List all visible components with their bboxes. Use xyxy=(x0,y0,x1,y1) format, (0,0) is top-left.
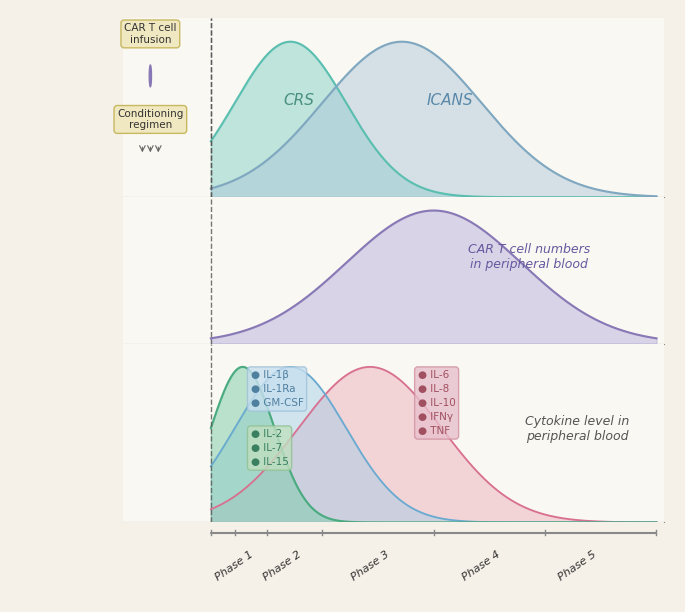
Text: Phase 3: Phase 3 xyxy=(349,549,391,582)
Text: Conditioning
regimen: Conditioning regimen xyxy=(117,109,184,130)
Text: ● IL-2
● IL-7
● IL-15: ● IL-2 ● IL-7 ● IL-15 xyxy=(251,429,288,467)
Text: ICANS: ICANS xyxy=(426,93,473,108)
Text: Day –5 –4 –3: Day –5 –4 –3 xyxy=(136,544,206,554)
Text: CAR T cell
infusion: CAR T cell infusion xyxy=(124,23,177,45)
Text: Phase 5: Phase 5 xyxy=(556,549,598,582)
Text: Phase 1: Phase 1 xyxy=(214,549,256,582)
Text: Day –5 –4 –3: Day –5 –4 –3 xyxy=(136,216,206,226)
Text: Phase 4: Phase 4 xyxy=(460,549,502,582)
Text: Phase 2: Phase 2 xyxy=(262,549,303,582)
Text: ● IL-6
● IL-8
● IL-10
● IFNγ
● TNF: ● IL-6 ● IL-8 ● IL-10 ● IFNγ ● TNF xyxy=(418,370,456,436)
Text: CRS: CRS xyxy=(283,93,314,108)
Text: CAR T cell numbers
in peripheral blood: CAR T cell numbers in peripheral blood xyxy=(468,243,590,271)
Text: Day –5 –4 –3: Day –5 –4 –3 xyxy=(136,362,206,372)
Circle shape xyxy=(149,65,151,87)
Text: ● IL-1β
● IL-1Ra
● GM-CSF: ● IL-1β ● IL-1Ra ● GM-CSF xyxy=(251,370,303,408)
Text: Cytokine level in
peripheral blood: Cytokine level in peripheral blood xyxy=(525,415,629,443)
